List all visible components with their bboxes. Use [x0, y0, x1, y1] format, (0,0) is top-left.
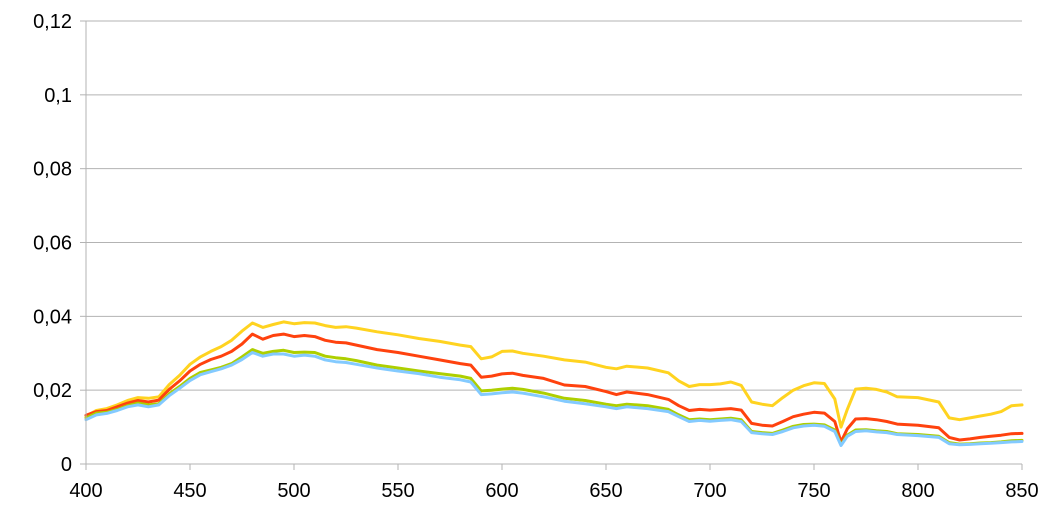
series-line-3: [84, 348, 1024, 447]
x-axis-tick-labels: 400 450 500 550 600 650 700 750 800 850: [69, 480, 1038, 502]
x-tick-label: 700: [693, 480, 726, 502]
horizontal-gridlines: [86, 20, 1022, 391]
series-lines: [84, 320, 1024, 447]
axes: [80, 20, 1023, 470]
series-line-2: [84, 332, 1024, 444]
y-tick-label: 0: [61, 454, 72, 476]
x-tick-label: 850: [1005, 480, 1038, 502]
x-tick-label: 550: [381, 480, 414, 502]
y-tick-label: 0,12: [33, 11, 72, 33]
y-tick-label: 0,02: [33, 380, 72, 402]
y-axis-tick-labels: 0 0,02 0,04 0,06 0,08 0,1 0,12: [33, 11, 72, 476]
x-tick-label: 400: [69, 480, 102, 502]
series-line-1: [84, 320, 1024, 429]
x-tick-label: 450: [173, 480, 206, 502]
x-tick-label: 500: [277, 480, 310, 502]
series-line-4: [84, 351, 1024, 447]
x-tick-label: 600: [485, 480, 518, 502]
x-tick-label: 800: [901, 480, 934, 502]
y-tick-label: 0,04: [33, 306, 72, 328]
y-tick-label: 0,08: [33, 159, 72, 181]
y-tick-label: 0,06: [33, 233, 72, 255]
x-tick-label: 650: [589, 480, 622, 502]
x-tick-label: 750: [797, 480, 830, 502]
y-tick-label: 0,1: [44, 85, 72, 107]
